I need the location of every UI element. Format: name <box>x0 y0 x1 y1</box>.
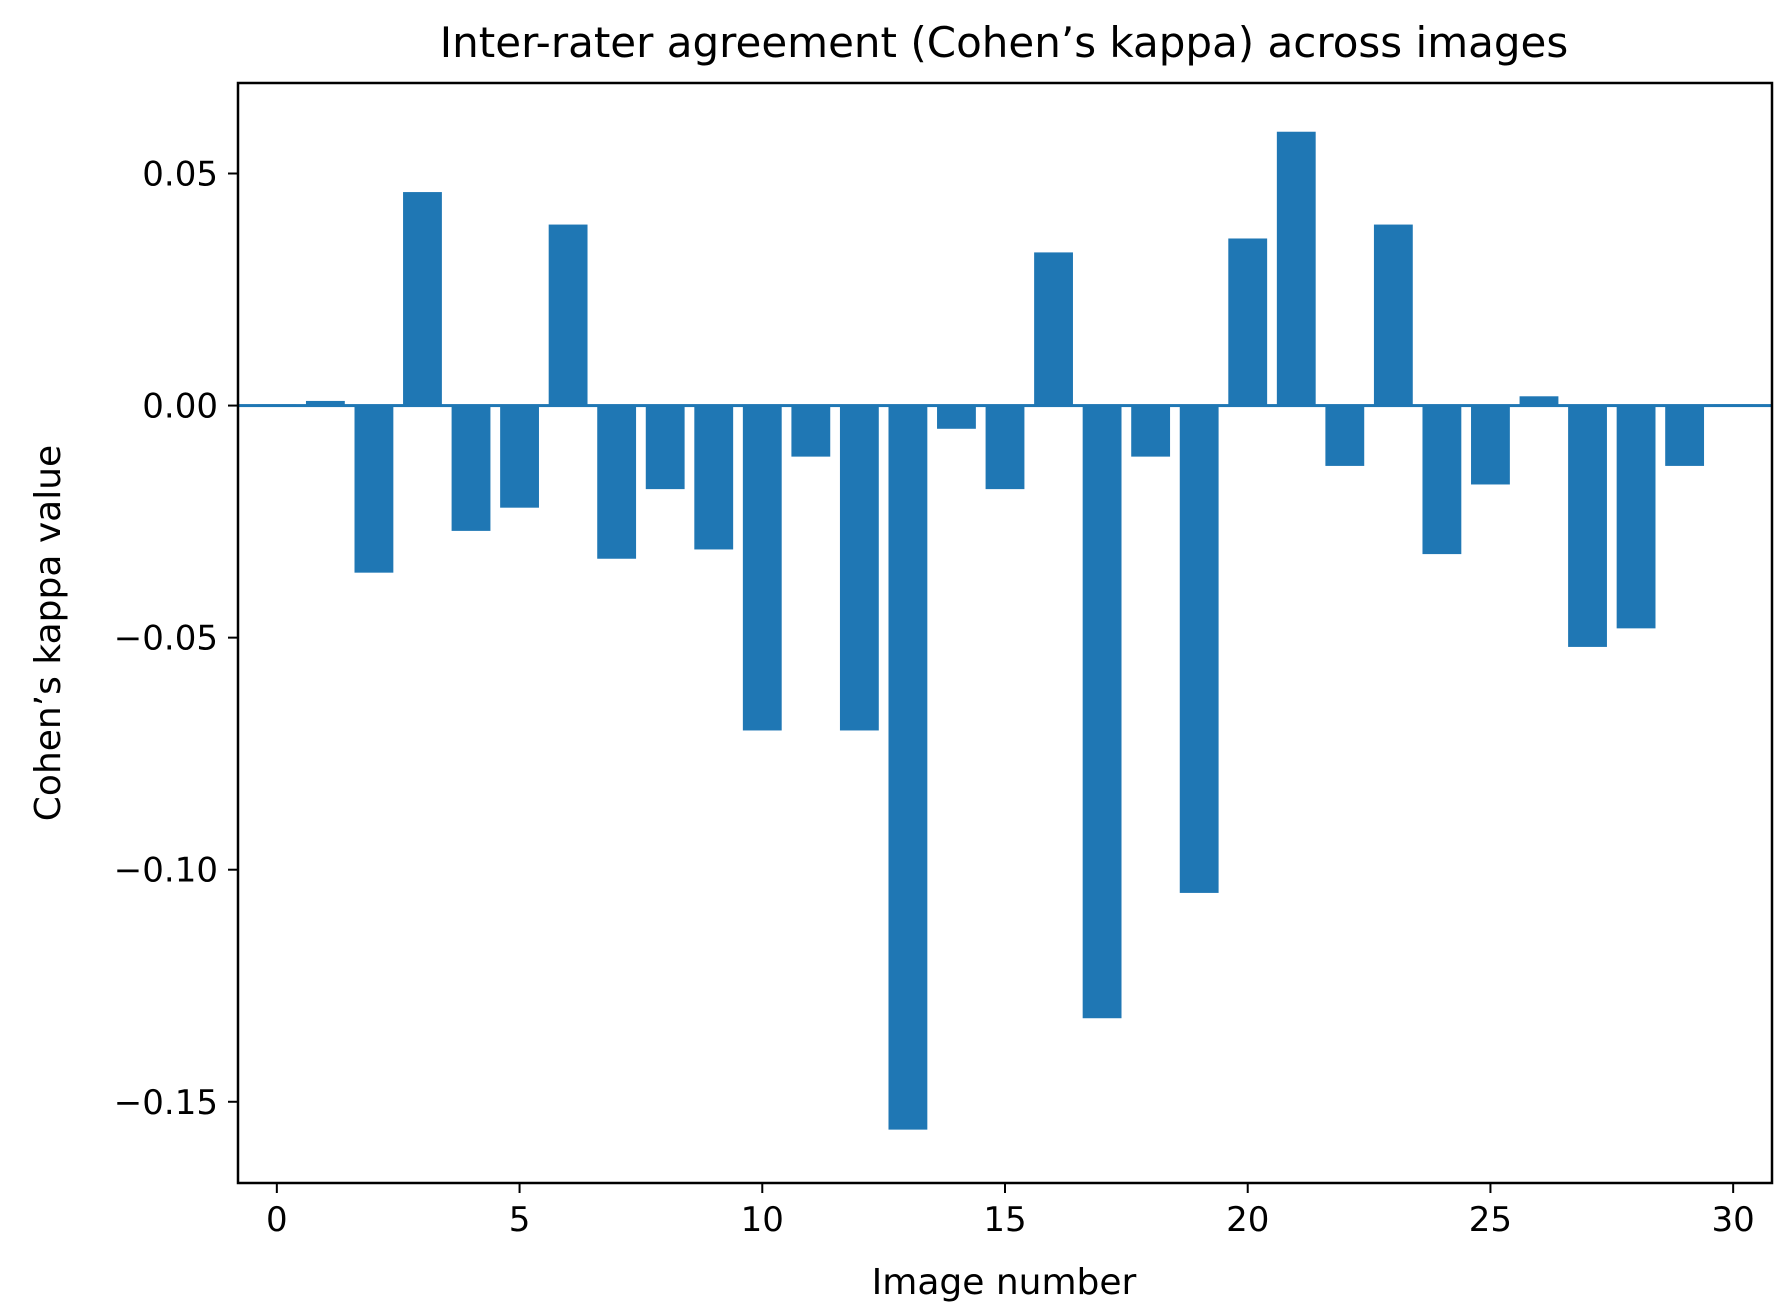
bar-image-3 <box>403 192 442 406</box>
bar-image-4 <box>451 405 491 531</box>
x-tick-label: 0 <box>266 1200 288 1240</box>
chart-title: Inter-rater agreement (Cohen’s kappa) ac… <box>440 18 1568 67</box>
bar-image-19 <box>1179 405 1219 893</box>
bar-image-12 <box>839 405 879 731</box>
bar-image-16 <box>1034 252 1073 406</box>
bar-image-5 <box>500 405 539 508</box>
bar-image-1 <box>305 400 345 406</box>
bar-image-20 <box>1228 238 1268 406</box>
y-tick-label: 0.05 <box>142 155 218 195</box>
y-tick-label: 0.00 <box>142 387 218 427</box>
y-tick-label: −0.05 <box>114 619 218 659</box>
bar-image-28 <box>1616 405 1656 629</box>
y-tick-label: −0.15 <box>114 1083 218 1123</box>
bar-image-27 <box>1568 405 1607 647</box>
bar-image-13 <box>888 405 928 1130</box>
bar-image-15 <box>985 405 1025 490</box>
x-axis-ticks: 0 5 10 15 20 25 30 <box>266 1183 1755 1240</box>
y-axis-ticks: 0.05 0.00 −0.05 −0.10 −0.15 <box>114 155 238 1123</box>
bar-image-24 <box>1422 405 1462 555</box>
bar-image-22 <box>1325 405 1365 466</box>
x-tick-label: 5 <box>509 1200 531 1240</box>
x-tick-label: 25 <box>1469 1200 1512 1240</box>
bar-image-8 <box>645 405 685 490</box>
bars-group <box>238 131 1772 1130</box>
bar-image-7 <box>597 405 637 559</box>
bar-image-21 <box>1276 131 1316 406</box>
bar-image-11 <box>791 405 831 457</box>
bar-image-17 <box>1082 405 1122 1019</box>
x-tick-label: 10 <box>741 1200 784 1240</box>
bar-image-2 <box>354 405 394 573</box>
bar-image-23 <box>1373 224 1413 406</box>
bar-image-26 <box>1519 396 1559 406</box>
x-tick-label: 30 <box>1712 1200 1755 1240</box>
bar-image-9 <box>694 405 734 550</box>
bar-image-25 <box>1471 405 1510 485</box>
bar-image-29 <box>1665 405 1705 466</box>
bar-image-10 <box>742 405 782 731</box>
zero-baseline <box>238 404 1772 408</box>
plot-frame <box>236 81 1774 1185</box>
y-tick-label: −0.10 <box>114 851 218 891</box>
bar-image-14 <box>937 405 976 429</box>
bar-image-6 <box>548 224 588 406</box>
bar-image-18 <box>1131 405 1171 457</box>
x-tick-label: 15 <box>983 1200 1026 1240</box>
y-axis-label: Cohen’s kappa value <box>28 445 69 821</box>
x-tick-label: 20 <box>1226 1200 1269 1240</box>
x-axis-label: Image number <box>872 1262 1137 1303</box>
